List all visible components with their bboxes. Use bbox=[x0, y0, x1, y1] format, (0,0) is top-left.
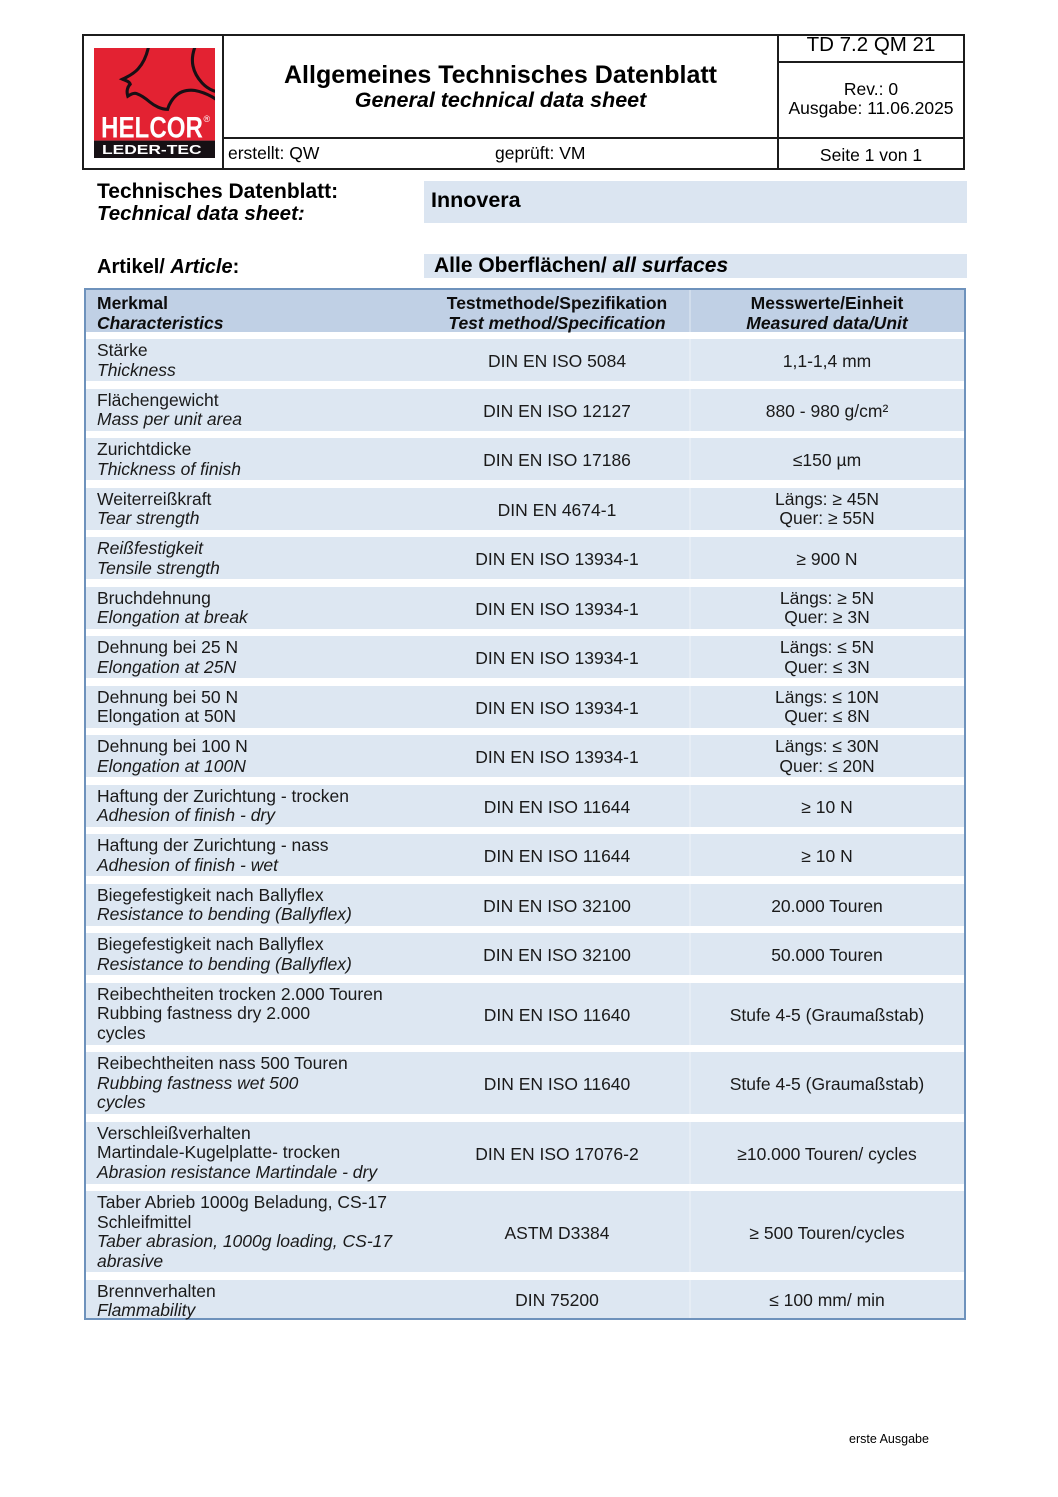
svg-text:LEDER-TEC: LEDER-TEC bbox=[102, 142, 202, 157]
svg-text:HELCOR: HELCOR bbox=[101, 111, 203, 144]
svg-text:®: ® bbox=[203, 114, 210, 124]
